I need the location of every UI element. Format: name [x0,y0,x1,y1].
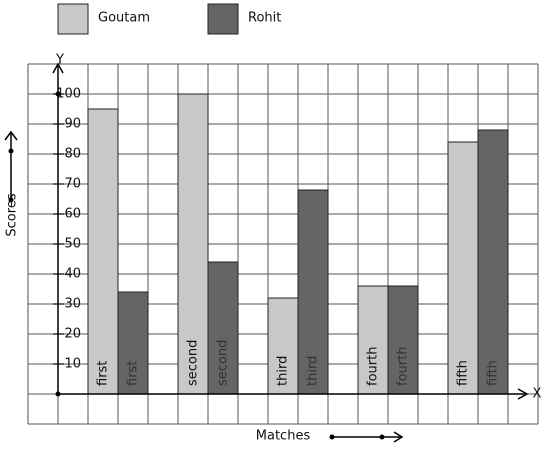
bar [117,291,149,395]
x-axis-label: Matches [256,429,311,444]
bar [477,129,509,395]
y-tick-label: 60 [64,207,81,222]
category-label: first [126,361,141,386]
legend-swatch [207,3,239,35]
origin-dot [55,391,61,397]
x-axis-arrow [517,388,529,400]
axis-dot [55,91,61,97]
category-label: third [276,356,291,386]
category-label: third [306,356,321,386]
bar [177,93,209,395]
y-tick-label: 50 [64,237,81,252]
scores-arrow [4,130,18,203]
matches-arrow [329,431,404,443]
x-axis-name: X [533,387,542,402]
category-label: fifth [456,360,471,386]
legend-label: Goutam [98,11,150,26]
category-label: fourth [396,347,411,386]
y-tick-label: 70 [64,177,81,192]
legend-label: Rohit [248,11,281,26]
bar [207,261,239,395]
y-tick-label: 80 [64,147,81,162]
category-label: fourth [366,347,381,386]
y-axis-arrow [52,62,64,74]
bar [87,108,119,395]
y-tick-label: 20 [64,327,81,342]
category-label: second [216,340,231,386]
category-label: fifth [486,360,501,386]
category-label: first [96,361,111,386]
category-label: second [186,340,201,386]
y-tick-label: 10 [64,357,81,372]
y-tick-label: 90 [64,117,81,132]
y-tick-label: 40 [64,267,81,282]
bar [447,141,479,395]
y-axis-label: Scores [5,193,20,236]
y-tick-label: 100 [56,87,81,102]
y-tick-label: 30 [64,297,81,312]
legend-swatch [57,3,89,35]
y-axis-name: Y [55,53,64,68]
